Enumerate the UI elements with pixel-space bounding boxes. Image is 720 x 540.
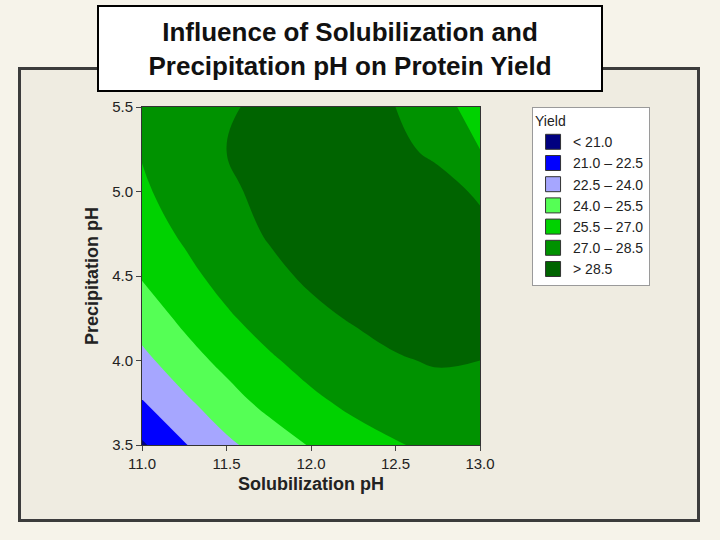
svg-text:12.5: 12.5 xyxy=(381,455,410,472)
svg-text:< 21.0: < 21.0 xyxy=(573,134,613,150)
svg-text:11.5: 11.5 xyxy=(212,455,240,472)
svg-text:5.0: 5.0 xyxy=(112,183,133,200)
svg-text:21.0 – 22.5: 21.0 – 22.5 xyxy=(573,155,643,171)
html-text:Influence of Solubilization an: Influence of Solubilization and Precipit… xyxy=(148,16,552,81)
svg-text:Yield: Yield xyxy=(535,113,566,129)
svg-text:5.5: 5.5 xyxy=(112,98,133,115)
svg-text:Solubilization pH: Solubilization pH xyxy=(238,474,384,494)
svg-text:11.0: 11.0 xyxy=(128,455,156,472)
svg-text:3.5: 3.5 xyxy=(112,436,133,453)
svg-text:Precipitation pH: Precipitation pH xyxy=(82,207,102,345)
svg-text:4.5: 4.5 xyxy=(112,267,133,284)
svg-text:> 28.5: > 28.5 xyxy=(573,261,613,277)
svg-text:27.0 – 28.5: 27.0 – 28.5 xyxy=(573,240,643,256)
svg-text:12.0: 12.0 xyxy=(296,455,325,472)
svg-text:22.5 – 24.0: 22.5 – 24.0 xyxy=(573,177,643,193)
svg-text:24.0 – 25.5: 24.0 – 25.5 xyxy=(573,198,643,214)
svg-text:13.0: 13.0 xyxy=(465,455,494,472)
svg-text:4.0: 4.0 xyxy=(112,352,133,369)
svg-text:25.5 – 27.0: 25.5 – 27.0 xyxy=(573,219,643,235)
